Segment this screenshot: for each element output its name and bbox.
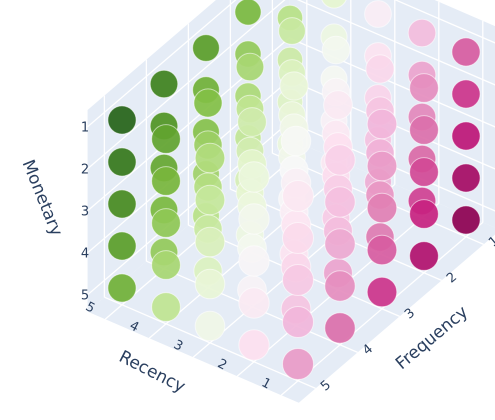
data-point xyxy=(324,228,356,260)
data-point xyxy=(192,34,220,62)
data-point xyxy=(282,306,314,338)
data-point xyxy=(149,69,179,99)
data-point xyxy=(107,147,137,177)
data-point xyxy=(107,273,137,303)
data-point xyxy=(107,189,137,219)
data-point xyxy=(364,0,392,28)
data-point xyxy=(194,268,226,300)
gridline xyxy=(394,0,495,44)
data-point xyxy=(451,79,481,109)
data-point xyxy=(194,310,226,342)
frequency-tick-label: 4 xyxy=(360,342,376,359)
data-point xyxy=(238,203,270,235)
monetary-tick-label: 4 xyxy=(81,247,89,262)
data-point xyxy=(194,184,226,216)
gridline xyxy=(87,0,237,128)
data-point xyxy=(107,105,137,135)
frequency-tick-label: 5 xyxy=(318,378,334,395)
data-point xyxy=(409,241,439,271)
data-point xyxy=(409,115,439,145)
data-point xyxy=(282,264,314,296)
data-point xyxy=(193,88,223,118)
data-point xyxy=(451,163,481,193)
data-point xyxy=(321,35,351,65)
data-point xyxy=(321,0,347,9)
data-point xyxy=(324,144,356,176)
data-point xyxy=(365,54,395,84)
data-point xyxy=(366,276,398,308)
data-point xyxy=(237,107,267,137)
data-point xyxy=(278,17,306,45)
data-point xyxy=(451,121,481,151)
data-point xyxy=(323,90,353,120)
data-point xyxy=(407,18,437,48)
data-point xyxy=(366,192,398,224)
data-point xyxy=(366,234,398,266)
recency-axis-title: Recency xyxy=(116,347,189,397)
data-point xyxy=(451,37,481,67)
data-point xyxy=(324,312,356,344)
data-point xyxy=(238,329,270,361)
data-point xyxy=(282,348,314,380)
monetary-tick-label: 1 xyxy=(81,121,89,136)
frequency-tick-label: 3 xyxy=(402,306,418,323)
data-point xyxy=(151,292,181,322)
data-point xyxy=(409,199,439,229)
data-point xyxy=(280,125,312,157)
monetary-tick-label: 2 xyxy=(81,163,89,178)
data-point xyxy=(235,52,265,82)
gridline xyxy=(87,0,286,170)
monetary-tick-label: 5 xyxy=(81,289,89,304)
data-point xyxy=(324,186,356,218)
data-point xyxy=(324,270,356,302)
data-point xyxy=(151,124,181,154)
data-point xyxy=(238,161,270,193)
monetary-tick-label: 3 xyxy=(81,205,89,220)
gridline xyxy=(296,0,495,86)
data-point xyxy=(409,157,439,187)
data-point xyxy=(194,226,226,258)
frequency-tick-label: 1 xyxy=(486,234,495,251)
data-points xyxy=(107,0,481,380)
data-point xyxy=(107,231,137,261)
data-point xyxy=(151,208,181,238)
data-point xyxy=(238,287,270,319)
monetary-axis-title: Monetary xyxy=(18,157,67,239)
frequency-tick-label: 2 xyxy=(444,270,460,287)
data-point xyxy=(282,180,314,212)
data-point xyxy=(282,222,314,254)
data-point xyxy=(366,150,398,182)
data-point xyxy=(234,0,262,26)
data-point xyxy=(279,71,309,101)
data-point xyxy=(366,108,398,140)
data-point xyxy=(238,245,270,277)
data-point xyxy=(451,205,481,235)
data-point xyxy=(151,166,181,196)
data-point xyxy=(409,73,439,103)
data-point xyxy=(151,250,181,280)
data-point xyxy=(194,142,226,174)
